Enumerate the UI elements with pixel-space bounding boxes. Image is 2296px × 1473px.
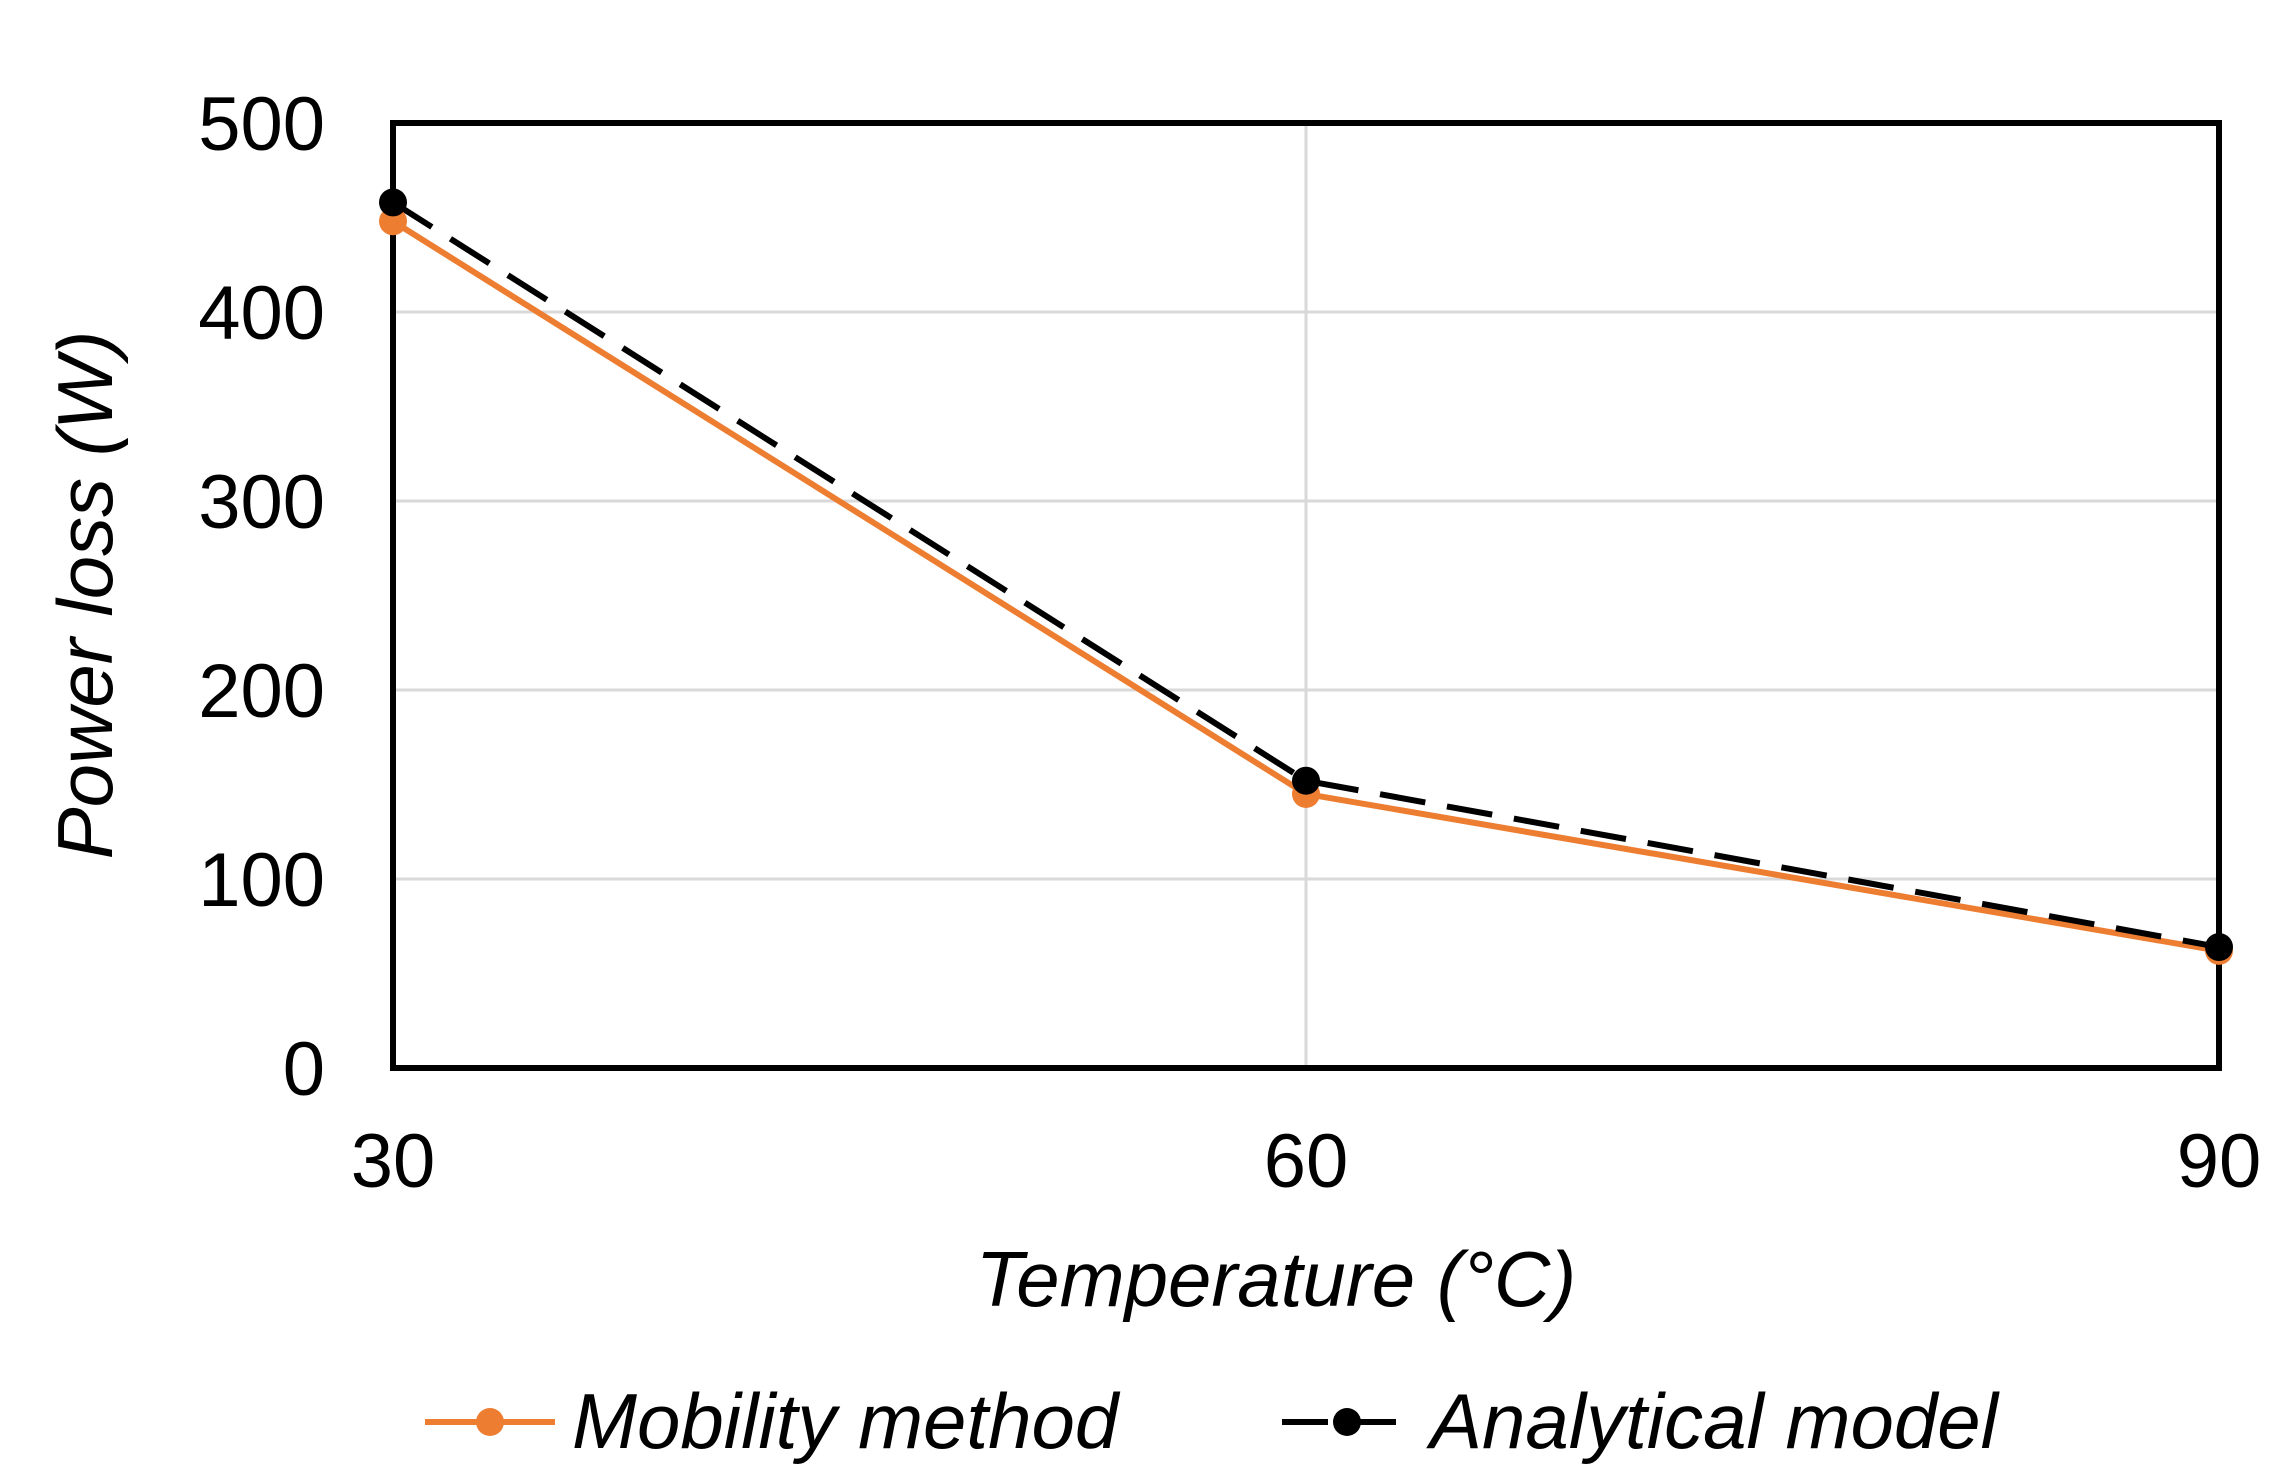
legend-marker-mobility-method — [476, 1408, 504, 1436]
series-line-analytical-model — [391, 199, 2220, 950]
legend-marker-analytical-model — [1333, 1408, 1361, 1436]
y-axis-ticks: 0 100 200 300 400 500 — [198, 82, 325, 1112]
x-tick-label-90: 90 — [2177, 1119, 2262, 1204]
x-tick-label-60: 60 — [1264, 1119, 1349, 1204]
legend: Mobility method Analytical model — [425, 1377, 2001, 1465]
y-tick-label-200: 200 — [198, 649, 325, 734]
x-axis-ticks: 30 60 90 — [351, 1119, 2262, 1204]
x-tick-label-30: 30 — [351, 1119, 436, 1204]
data-point-analytical-model-60 — [1292, 766, 1320, 795]
x-axis-title: Temperature (°C) — [976, 1235, 1577, 1323]
grid — [393, 123, 2219, 1068]
y-tick-label-500: 500 — [198, 82, 325, 167]
data-point-analytical-model-30 — [379, 188, 407, 217]
marker-layer — [379, 188, 2233, 965]
plot-frame — [390, 120, 2222, 1071]
legend-label-analytical-model: Analytical model — [1426, 1377, 2001, 1465]
y-tick-label-100: 100 — [198, 838, 325, 923]
y-tick-label-400: 400 — [198, 271, 325, 356]
y-axis-title: Power loss (W) — [41, 331, 129, 860]
y-tick-label-300: 300 — [198, 460, 325, 545]
y-tick-label-0: 0 — [283, 1027, 325, 1112]
data-point-analytical-model-90 — [2205, 933, 2233, 962]
legend-label-mobility-method: Mobility method — [572, 1377, 1121, 1465]
